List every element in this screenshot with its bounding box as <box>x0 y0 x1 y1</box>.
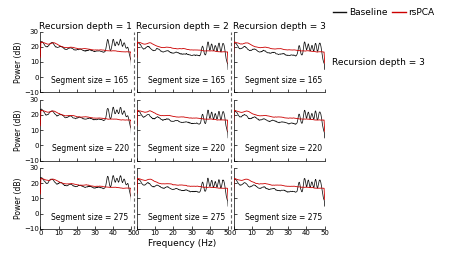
Text: Segment size = 220: Segment size = 220 <box>245 144 322 153</box>
Text: Segment size = 275: Segment size = 275 <box>52 213 129 221</box>
X-axis label: Frequency (Hz): Frequency (Hz) <box>148 239 217 248</box>
Title: Recursion depth = 2: Recursion depth = 2 <box>136 22 229 31</box>
Text: Segment size = 165: Segment size = 165 <box>245 76 322 85</box>
Text: Segment size = 220: Segment size = 220 <box>52 144 129 153</box>
Legend: Baseline, rsPCA: Baseline, rsPCA <box>329 4 438 21</box>
Y-axis label: Power (dB): Power (dB) <box>14 41 23 83</box>
Y-axis label: Power (dB): Power (dB) <box>14 109 23 151</box>
Text: Segment size = 275: Segment size = 275 <box>148 213 225 221</box>
Title: Recursion depth = 1: Recursion depth = 1 <box>39 22 132 31</box>
Text: Recursion depth = 3: Recursion depth = 3 <box>332 58 425 67</box>
Text: Segment size = 165: Segment size = 165 <box>148 76 225 85</box>
Title: Recursion depth = 3: Recursion depth = 3 <box>233 22 326 31</box>
Text: Segment size = 220: Segment size = 220 <box>148 144 225 153</box>
Y-axis label: Power (dB): Power (dB) <box>14 178 23 219</box>
Text: Segment size = 165: Segment size = 165 <box>52 76 129 85</box>
Text: Segment size = 275: Segment size = 275 <box>245 213 322 221</box>
